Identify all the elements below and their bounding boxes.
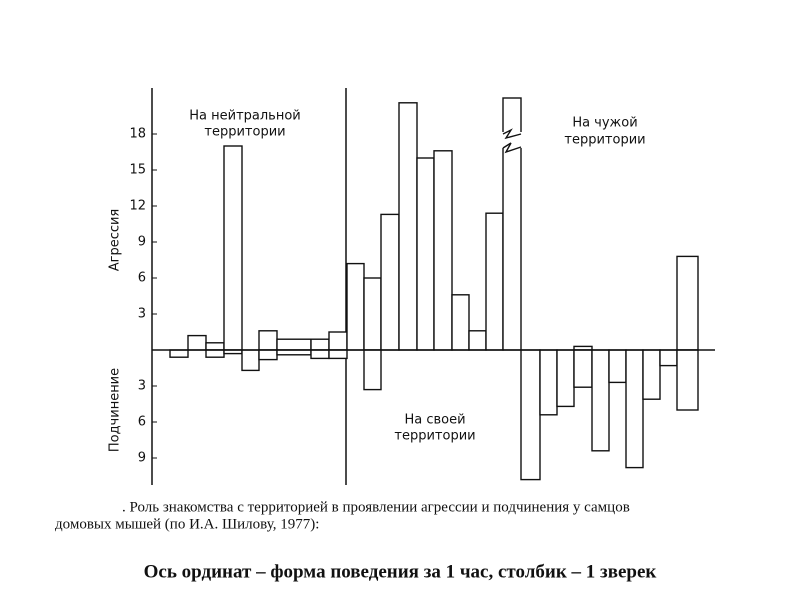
y-label: Подчинение xyxy=(108,368,123,452)
bar xyxy=(223,145,243,351)
break-mark xyxy=(502,128,522,140)
bar xyxy=(241,349,260,372)
bar xyxy=(676,255,699,351)
caption: . Роль знакомства с территорией в проявл… xyxy=(122,499,630,515)
bar xyxy=(398,102,418,351)
y-tick-label: 18 xyxy=(129,127,146,142)
bar xyxy=(539,349,558,416)
bar xyxy=(205,349,225,358)
bar xyxy=(363,277,382,351)
annotation: На чужой xyxy=(572,116,637,131)
bar xyxy=(573,349,593,388)
bar xyxy=(451,294,470,351)
footer: Ось ординат – форма поведения за 1 час, … xyxy=(144,561,657,582)
caption: домовых мышей (по И.А. Шилову, 1977): xyxy=(55,516,319,532)
bar xyxy=(433,150,453,351)
bar xyxy=(468,330,487,351)
bar xyxy=(363,349,382,391)
y-tick-label: 3 xyxy=(138,307,146,322)
bar xyxy=(310,349,330,360)
bar xyxy=(380,213,400,351)
bar xyxy=(520,349,541,481)
bar xyxy=(676,349,699,411)
bar xyxy=(416,157,435,351)
annotation: территории xyxy=(204,125,285,140)
bar xyxy=(258,330,278,351)
bar xyxy=(310,338,330,351)
y-tick-label: 9 xyxy=(138,451,146,466)
y-tick-label: 6 xyxy=(138,415,146,430)
bar xyxy=(659,349,678,367)
annotation: На своей xyxy=(404,413,465,428)
bar xyxy=(591,349,610,452)
bar xyxy=(276,338,312,351)
bar xyxy=(328,349,348,360)
y-tick-label: 15 xyxy=(129,163,146,178)
bar xyxy=(205,342,225,351)
bar xyxy=(608,349,627,384)
bar xyxy=(328,331,348,351)
y-tick-label: 6 xyxy=(138,271,146,286)
bar xyxy=(258,349,278,361)
bar xyxy=(556,349,575,408)
bar xyxy=(642,349,661,400)
y-tick-label: 12 xyxy=(129,199,146,214)
annotation: территории xyxy=(564,133,645,148)
bar xyxy=(346,262,365,351)
bar xyxy=(187,334,207,351)
y-tick-label: 9 xyxy=(138,235,146,250)
annotation: На нейтральной xyxy=(189,109,300,124)
bar xyxy=(169,349,189,358)
y-tick-label: 3 xyxy=(138,379,146,394)
bar xyxy=(625,349,644,469)
y-label: Агрессия xyxy=(108,209,123,272)
annotation: территории xyxy=(394,429,475,444)
break-mark xyxy=(502,142,522,154)
bar xyxy=(485,212,504,351)
